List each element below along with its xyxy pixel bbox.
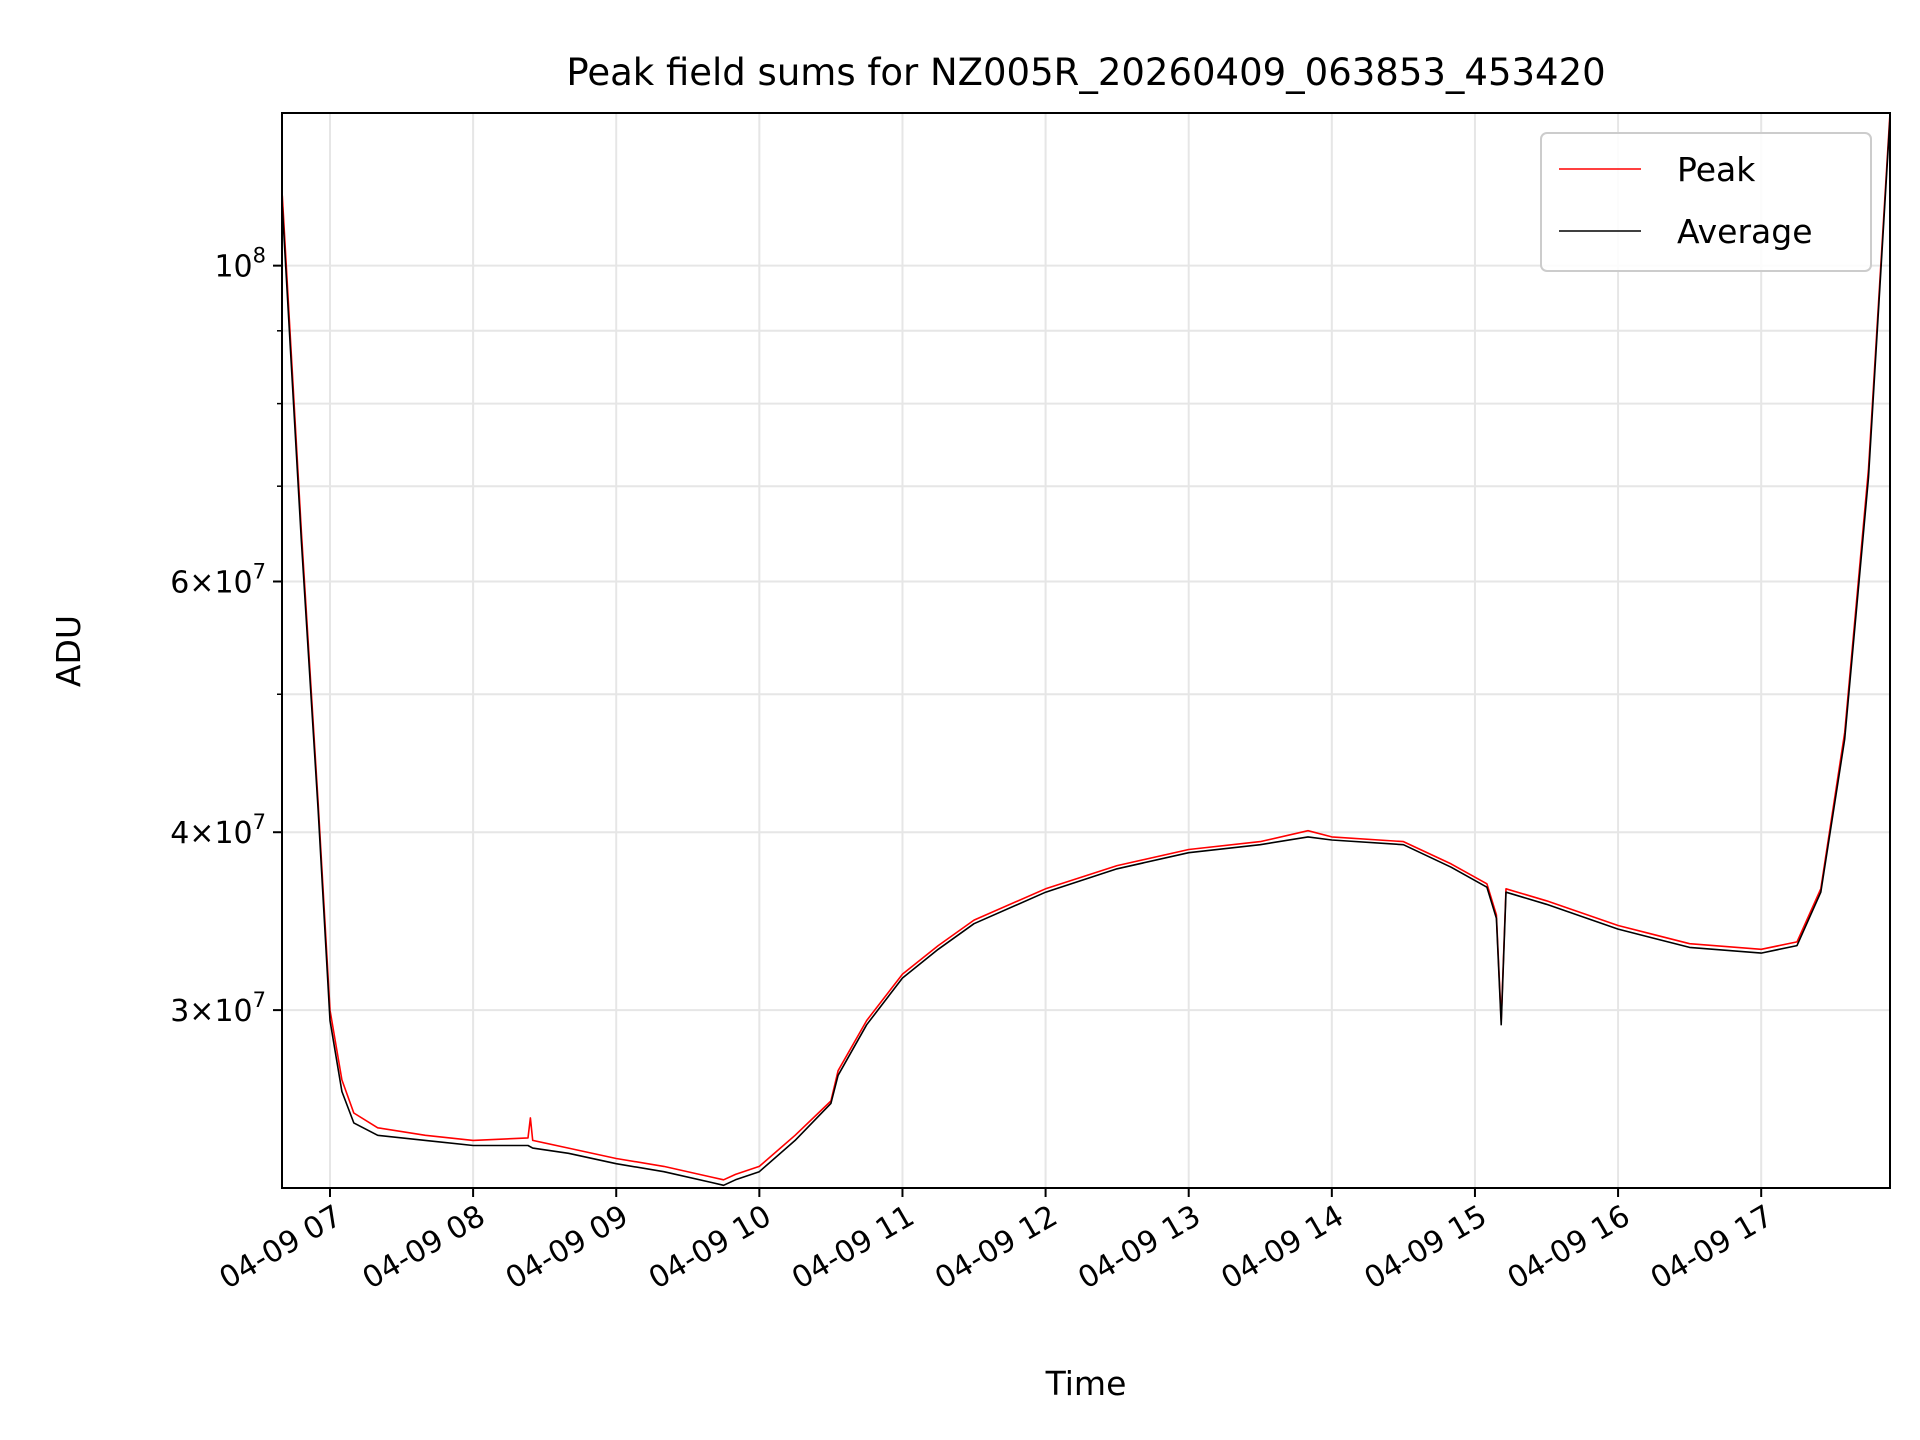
y-tick-label-exp: 7 xyxy=(253,988,266,1012)
y-tick-label: 108 xyxy=(214,244,266,285)
y-tick-label-exp: 8 xyxy=(253,244,266,268)
grid xyxy=(282,113,1890,1188)
y-tick-label: 3×107 xyxy=(170,988,266,1029)
series-line-average xyxy=(281,117,1891,1187)
series-group xyxy=(281,112,1891,1187)
y-axis-label: ADU xyxy=(49,615,88,687)
legend-box xyxy=(1540,132,1872,272)
legend: Peak Average xyxy=(1540,132,1872,272)
y-tick-label-exp: 7 xyxy=(253,810,266,834)
y-tick-label-base: 10 xyxy=(214,250,252,285)
y-tick-label: 4×107 xyxy=(170,810,266,851)
legend-label-peak: Peak xyxy=(1677,150,1756,189)
series-line-peak xyxy=(281,112,1891,1181)
y-tick-label-base: 4×10 xyxy=(170,816,252,851)
y-tick-label-base: 6×10 xyxy=(170,566,252,601)
legend-label-average: Average xyxy=(1677,212,1813,251)
y-tick-label-exp: 7 xyxy=(253,560,266,584)
chart-title: Peak field sums for NZ005R_20260409_0638… xyxy=(566,51,1605,94)
x-axis-label: Time xyxy=(1045,1364,1127,1403)
plot-frame xyxy=(281,112,1891,1189)
y-tick-label-base: 3×10 xyxy=(170,994,252,1029)
y-tick-label: 6×107 xyxy=(170,560,266,601)
